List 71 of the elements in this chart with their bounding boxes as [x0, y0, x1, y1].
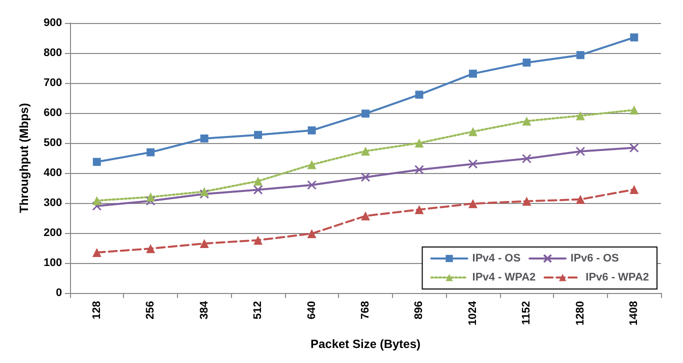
x-tick-label: 1280: [574, 301, 586, 326]
point: [522, 58, 531, 67]
x-axis-title: Packet Size (Bytes): [310, 337, 421, 351]
point: [146, 148, 155, 156]
point: [200, 189, 210, 199]
legend-label: IPv6 - WPA2: [586, 272, 650, 284]
point: [308, 126, 316, 134]
legend-label: IPv4 - OS: [472, 252, 521, 264]
x-tick-label: 1408: [628, 301, 640, 326]
x-tick-label: 384: [198, 300, 210, 320]
point: [200, 134, 208, 142]
point: [360, 172, 370, 182]
point: [468, 159, 478, 169]
point: [630, 106, 639, 114]
x-tick-label: 896: [413, 301, 426, 320]
point: [307, 180, 317, 190]
y-tick-label: 700: [44, 77, 62, 89]
point: [629, 143, 639, 153]
y-tick-label: 300: [44, 197, 62, 209]
point: [576, 111, 585, 120]
y-axis-title: Throughput (Mbps): [17, 103, 31, 213]
point: [522, 154, 532, 164]
x-tick-label: 128: [90, 301, 103, 320]
point: [468, 127, 478, 136]
point: [146, 244, 156, 254]
point: [630, 33, 638, 42]
point: [361, 146, 370, 156]
point: [92, 248, 102, 257]
point: [630, 185, 639, 194]
y-tick-label: 100: [44, 257, 62, 269]
point: [468, 70, 477, 78]
point: [146, 196, 156, 206]
x-tick-label: 512: [252, 301, 264, 320]
point: [576, 51, 584, 60]
point: [307, 160, 316, 170]
point: [254, 130, 262, 139]
y-tick-label: 400: [44, 167, 62, 179]
point: [576, 194, 585, 204]
x-tick-label: 640: [306, 301, 318, 320]
point: [92, 196, 102, 206]
point: [146, 192, 156, 202]
point: [92, 158, 101, 166]
y-tick-label: 0: [56, 287, 62, 299]
point: [362, 110, 370, 118]
point: [414, 164, 424, 174]
y-tick-label: 500: [44, 137, 62, 149]
point: [307, 229, 316, 238]
point: [576, 146, 586, 156]
point: [254, 176, 263, 186]
point: [254, 236, 263, 245]
legend-label: IPv4 - WPA2: [472, 272, 536, 284]
point: [415, 90, 424, 99]
point: [200, 187, 209, 196]
x-tick-label: 1024: [466, 300, 479, 326]
point: [92, 201, 102, 211]
point: [414, 205, 424, 214]
legend-label: IPv6 - OS: [570, 252, 619, 264]
x-tick-label: 256: [144, 301, 157, 320]
point: [414, 138, 424, 148]
y-tick-label: 900: [44, 17, 62, 29]
point: [253, 185, 263, 195]
y-tick-label: 200: [44, 227, 62, 239]
point: [200, 239, 209, 248]
point: [468, 199, 478, 208]
point: [522, 196, 532, 206]
y-tick-label: 800: [44, 47, 62, 59]
y-tick-label: 600: [44, 107, 62, 119]
x-tick-label: 768: [360, 301, 372, 320]
point: [361, 211, 370, 220]
point: [522, 116, 532, 126]
x-tick-label: 1152: [520, 301, 533, 325]
